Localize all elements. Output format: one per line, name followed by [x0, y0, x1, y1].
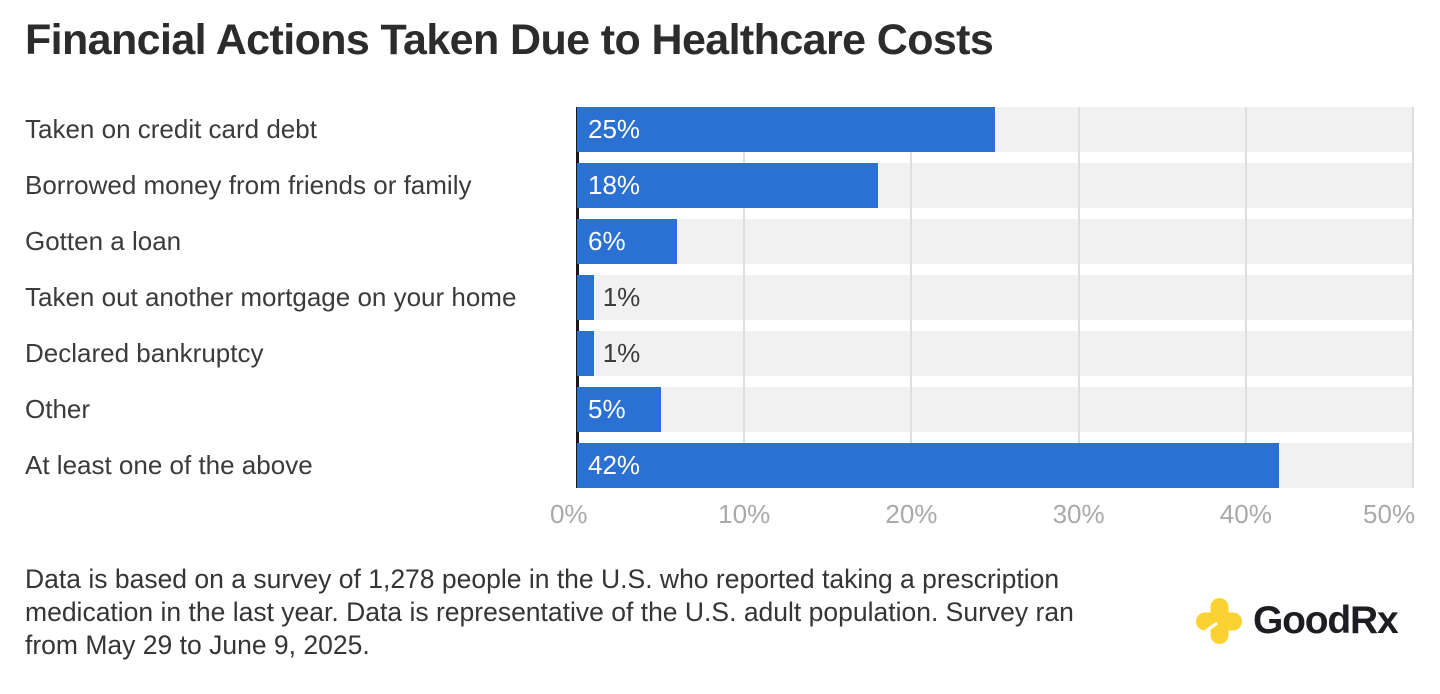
bar: 42% — [577, 443, 1280, 488]
bar-track: 6% — [577, 219, 1413, 264]
bar: 1% — [577, 331, 640, 376]
category-label: Other — [25, 394, 91, 424]
bar-row: Borrowed money from friends or family 18… — [25, 163, 1413, 208]
goodrx-wordmark: GoodRx — [1253, 599, 1399, 643]
category-label: Declared bankruptcy — [25, 338, 264, 368]
bar-value-label: 5% — [588, 394, 626, 424]
bar-track: 1% — [577, 275, 1413, 320]
bar-row: Taken out another mortgage on your home … — [25, 275, 1413, 320]
chart-title: Financial Actions Taken Due to Healthcar… — [25, 16, 994, 64]
bar: 5% — [577, 387, 661, 432]
bar-row: At least one of the above 42% — [25, 443, 1413, 488]
x-tick-label: 20% — [885, 499, 938, 529]
bar-row: Other 5% — [25, 387, 1413, 432]
footnote-line: Data is based on a survey of 1,278 peopl… — [25, 564, 1060, 594]
category-label: Borrowed money from friends or family — [25, 170, 472, 200]
bar-value-label: 1% — [602, 282, 641, 312]
goodrx-logo: GoodRx — [1194, 596, 1399, 646]
bar: 18% — [577, 163, 878, 208]
x-axis: 0% 10% 20% 30% 40% 50% — [550, 499, 1416, 535]
category-label: Gotten a loan — [25, 226, 182, 256]
bar-value-label: 18% — [588, 170, 641, 200]
goodrx-wordmark-good: Good — [1253, 599, 1351, 642]
bar-track: 18% — [577, 163, 1413, 208]
x-tick-label: 30% — [1052, 499, 1105, 529]
goodrx-cross-icon — [1194, 598, 1242, 644]
x-tick-label: 50% — [1363, 499, 1416, 529]
bar: 6% — [577, 219, 678, 264]
bar-value-label: 6% — [588, 226, 626, 256]
category-label: At least one of the above — [25, 450, 313, 480]
bar: 25% — [577, 107, 995, 152]
bar-row: Taken on credit card debt 25% — [25, 107, 1413, 152]
goodrx-wordmark-rx: Rx — [1350, 599, 1399, 642]
bar: 1% — [577, 275, 640, 320]
bar-track: 42% — [577, 443, 1413, 488]
category-label: Taken out another mortgage on your home — [25, 282, 517, 312]
bar-value-label: 42% — [588, 450, 641, 480]
bar-track: 25% — [577, 107, 1413, 152]
bar-value-label: 1% — [602, 338, 641, 368]
category-label: Taken on credit card debt — [25, 114, 317, 144]
x-tick-label: 0% — [549, 499, 588, 529]
chart-rows: Taken on credit card debt 25% Borrowed m… — [25, 107, 1414, 488]
bar-row: Declared bankruptcy 1% — [25, 331, 1413, 376]
bar-track: 1% — [577, 331, 1413, 376]
bar-value-label: 25% — [588, 114, 641, 144]
x-tick-label: 10% — [718, 499, 771, 529]
footnote-line: from May 29 to June 9, 2025. — [25, 630, 370, 660]
bar-track: 5% — [577, 387, 1413, 432]
bar-chart: Taken on credit card debt 25% Borrowed m… — [25, 107, 1416, 535]
bar-row: Gotten a loan 6% — [25, 219, 1413, 264]
footnote: Data is based on a survey of 1,278 peopl… — [25, 563, 1074, 662]
footnote-line: medication in the last year. Data is rep… — [25, 597, 1074, 627]
x-tick-label: 40% — [1219, 499, 1272, 529]
